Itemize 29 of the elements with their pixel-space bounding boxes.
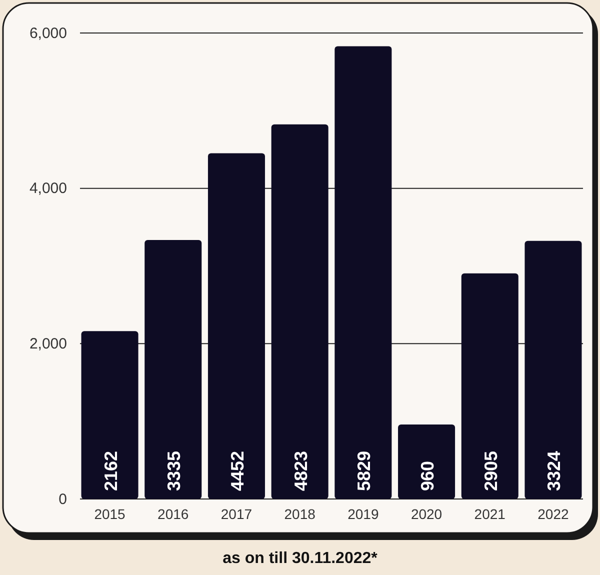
text: as on till 30.11.2022* (222, 550, 378, 567)
data-label: 2162 (100, 450, 121, 491)
x-tick-label: 2022 (538, 506, 570, 522)
data-label: 5829 (354, 450, 374, 491)
bar (461, 273, 518, 499)
y-tick-label: 6,000 (29, 24, 67, 42)
x-tick-label: 2021 (474, 506, 506, 522)
bar (144, 240, 202, 499)
y-tick-label: 4,000 (29, 180, 67, 198)
x-tick-label: 2018 (284, 506, 316, 522)
bar (334, 46, 392, 499)
x-tick-label: 2020 (410, 506, 442, 522)
x-tick-label: 2016 (158, 506, 189, 522)
data-label: 3324 (544, 450, 564, 491)
bar (398, 424, 456, 499)
data-label: 2905 (480, 450, 501, 491)
bar (524, 240, 582, 499)
x-tick-label: 2015 (94, 506, 126, 522)
data-label: 960 (418, 460, 438, 491)
x-tick-label: 2019 (348, 506, 379, 522)
x-tick-label: 2017 (220, 506, 252, 522)
y-tick-label: 0 (58, 490, 67, 508)
data-label: 4823 (290, 450, 311, 491)
bar (271, 124, 328, 499)
y-tick-label: 2,000 (29, 335, 67, 352)
bar (81, 331, 138, 499)
data-label: 4452 (227, 450, 248, 491)
data-label: 3335 (164, 450, 184, 491)
bar (208, 153, 265, 499)
